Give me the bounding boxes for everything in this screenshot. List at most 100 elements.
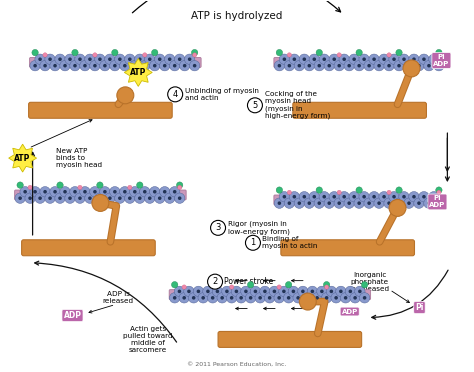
Circle shape [324, 61, 335, 71]
Circle shape [322, 57, 326, 61]
Circle shape [276, 187, 283, 193]
Circle shape [246, 235, 260, 250]
Circle shape [312, 195, 316, 199]
Circle shape [173, 64, 176, 67]
FancyBboxPatch shape [293, 102, 427, 118]
Text: ADP: ADP [64, 311, 82, 320]
Circle shape [279, 192, 290, 202]
Circle shape [283, 195, 286, 199]
Circle shape [70, 186, 80, 197]
Circle shape [174, 54, 185, 64]
Circle shape [115, 193, 125, 203]
Circle shape [97, 182, 103, 188]
Circle shape [220, 296, 224, 299]
Circle shape [347, 201, 351, 205]
Circle shape [90, 186, 100, 197]
Circle shape [170, 61, 180, 71]
Circle shape [20, 186, 30, 197]
Circle shape [123, 190, 127, 193]
Circle shape [206, 289, 210, 293]
Circle shape [359, 192, 369, 202]
Circle shape [63, 190, 67, 193]
Circle shape [412, 195, 416, 199]
Circle shape [364, 61, 374, 71]
Circle shape [88, 57, 92, 61]
Circle shape [296, 296, 300, 299]
Text: ATP is hydrolyzed: ATP is hydrolyzed [191, 11, 283, 21]
Circle shape [118, 57, 122, 61]
Circle shape [349, 54, 359, 64]
Circle shape [191, 49, 198, 56]
Circle shape [168, 196, 172, 200]
Circle shape [342, 195, 346, 199]
Circle shape [119, 61, 130, 71]
Circle shape [329, 192, 339, 202]
Circle shape [355, 286, 365, 296]
Circle shape [60, 61, 70, 71]
Circle shape [17, 182, 23, 188]
Circle shape [235, 289, 238, 293]
Circle shape [43, 64, 47, 67]
Circle shape [100, 61, 110, 71]
Text: ATP: ATP [130, 68, 146, 77]
Circle shape [323, 282, 330, 288]
Circle shape [258, 296, 262, 299]
Text: 1: 1 [250, 238, 255, 247]
Circle shape [250, 286, 261, 296]
Circle shape [367, 64, 371, 67]
Circle shape [318, 64, 321, 67]
Circle shape [337, 64, 341, 67]
Circle shape [125, 54, 135, 64]
Circle shape [98, 57, 102, 61]
Text: Cocking of the
myosin head
(myosin in
high-energy form): Cocking of the myosin head (myosin in hi… [265, 91, 330, 119]
Circle shape [318, 201, 321, 205]
Circle shape [403, 60, 420, 77]
Circle shape [143, 53, 147, 57]
Circle shape [361, 282, 368, 288]
Circle shape [276, 49, 283, 56]
Circle shape [277, 296, 281, 299]
Circle shape [288, 201, 291, 205]
Circle shape [340, 293, 351, 303]
Circle shape [288, 64, 291, 67]
Text: 3: 3 [215, 223, 221, 232]
Circle shape [309, 192, 319, 202]
Circle shape [255, 293, 265, 303]
Circle shape [182, 285, 186, 289]
Circle shape [180, 61, 190, 71]
Circle shape [190, 61, 200, 71]
Circle shape [389, 192, 399, 202]
Circle shape [163, 190, 166, 193]
Circle shape [437, 201, 441, 205]
Circle shape [269, 286, 280, 296]
Circle shape [125, 193, 135, 203]
Circle shape [168, 57, 172, 61]
Text: Unbinding of myosin
and actin: Unbinding of myosin and actin [185, 88, 259, 101]
Circle shape [429, 192, 439, 202]
Circle shape [155, 54, 165, 64]
Text: ATP: ATP [14, 154, 31, 163]
Circle shape [160, 186, 170, 197]
Circle shape [143, 190, 146, 193]
Polygon shape [9, 144, 36, 172]
Circle shape [225, 289, 229, 293]
Circle shape [58, 57, 62, 61]
Circle shape [43, 53, 47, 57]
Circle shape [241, 286, 251, 296]
Circle shape [115, 54, 125, 64]
Circle shape [322, 195, 326, 199]
Circle shape [377, 64, 381, 67]
Circle shape [182, 296, 186, 299]
Circle shape [287, 296, 291, 299]
Circle shape [73, 190, 77, 193]
Circle shape [312, 293, 322, 303]
Circle shape [150, 61, 160, 71]
Circle shape [239, 296, 243, 299]
Text: © 2011 Pearson Education, Inc.: © 2011 Pearson Education, Inc. [187, 361, 287, 366]
Circle shape [201, 296, 205, 299]
Circle shape [103, 190, 107, 193]
Circle shape [287, 53, 292, 57]
Circle shape [210, 282, 216, 288]
Circle shape [222, 286, 232, 296]
Circle shape [203, 286, 213, 296]
